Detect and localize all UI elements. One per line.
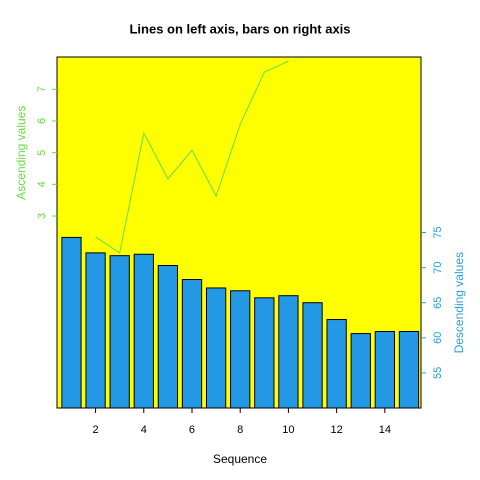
y-tick-label: 7 — [36, 86, 48, 92]
x-tick-label: 2 — [93, 424, 99, 436]
chart-title: Lines on left axis, bars on right axis — [129, 21, 350, 36]
line — [95, 60, 289, 254]
bar — [205, 287, 227, 409]
bar — [374, 330, 395, 409]
y-tick-label: 6 — [36, 118, 48, 124]
y2-axis-label: Descending values — [452, 252, 466, 353]
bar — [181, 279, 203, 409]
bar — [61, 236, 82, 409]
y-axis-label: Ascending values — [14, 106, 28, 200]
bar — [278, 295, 299, 409]
x-axis-label: Sequence — [213, 452, 267, 466]
y2-tick-label: 65 — [432, 297, 444, 309]
bar — [398, 330, 420, 409]
y-tick-label: 3 — [36, 213, 48, 219]
x-tick-label: 8 — [237, 424, 243, 436]
y2-tick-label: 60 — [432, 332, 444, 344]
bar — [85, 252, 106, 409]
bar — [326, 319, 347, 409]
x-tick-label: 14 — [379, 424, 391, 436]
y-tick-label: 5 — [36, 150, 48, 156]
bar — [109, 255, 130, 409]
x-tick-label: 12 — [331, 424, 343, 436]
bar — [302, 302, 323, 409]
y2-tick-label: 55 — [432, 367, 444, 379]
y-tick-label: 4 — [36, 181, 48, 187]
x-tick-label: 4 — [141, 424, 147, 436]
bar — [133, 253, 154, 409]
bar — [350, 333, 371, 409]
y2-tick-label: 70 — [432, 261, 444, 273]
x-tick-label: 10 — [282, 424, 294, 436]
bar — [230, 290, 251, 409]
y2-tick-label: 75 — [432, 226, 444, 238]
bar — [157, 264, 179, 409]
x-tick-label: 6 — [189, 424, 195, 436]
bar — [254, 297, 275, 409]
